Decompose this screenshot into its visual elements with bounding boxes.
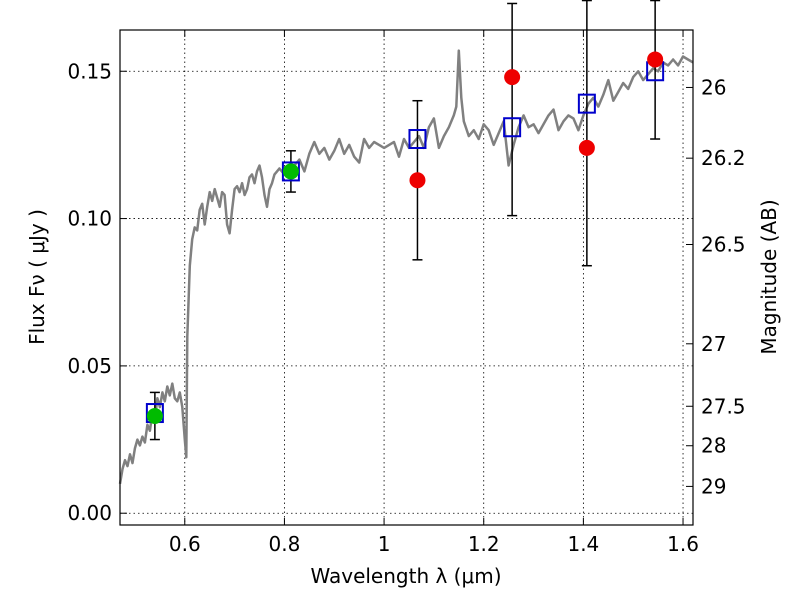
red-data-point	[647, 51, 664, 68]
axes: 0.6 0.8 1 1.2 1.4 1.6 0.00 0.05 0.10 0.15 26 26.2 26…	[67, 29, 746, 556]
red-data-point	[578, 139, 595, 156]
x-tick-label: 1.6	[667, 532, 699, 556]
magnitude-tick-label: 26	[701, 75, 726, 99]
y-tick-label: 0.15	[67, 59, 112, 83]
x-tick-label: 1.4	[567, 532, 599, 556]
y-axis-label: Flux Fν ( μJy )	[25, 209, 49, 345]
x-tick-label: 1	[378, 532, 391, 556]
x-tick-label: 0.6	[169, 532, 201, 556]
x-tick-label: 1.2	[468, 532, 500, 556]
magnitude-tick-label: 27	[701, 332, 726, 356]
y-tick-label: 0.05	[67, 354, 112, 378]
magnitude-tick-label: 28	[701, 434, 726, 458]
magnitude-tick-label: 27.5	[701, 394, 746, 418]
red-data-point	[409, 172, 426, 189]
green-data-point	[146, 407, 163, 424]
model-flux-box	[577, 93, 596, 114]
red-data-point	[504, 69, 521, 86]
x-axis-label: Wavelength λ (μm)	[310, 564, 501, 588]
x-tick-label: 0.8	[269, 532, 301, 556]
model-flux-box	[408, 129, 427, 150]
model-flux-box	[503, 117, 522, 138]
y-tick-label: 0.00	[67, 501, 112, 525]
y-tick-label: 0.10	[67, 207, 112, 231]
magnitude-tick-label: 26.5	[701, 233, 746, 257]
sed-curve	[118, 49, 694, 485]
magnitude-tick-label: 29	[701, 474, 726, 498]
right-y-axis-label: Magnitude (AB)	[757, 199, 781, 354]
plot-frame	[119, 29, 694, 526]
green-data-point	[282, 163, 299, 180]
magnitude-tick-label: 26.2	[701, 146, 746, 170]
plot-area	[118, 0, 694, 525]
